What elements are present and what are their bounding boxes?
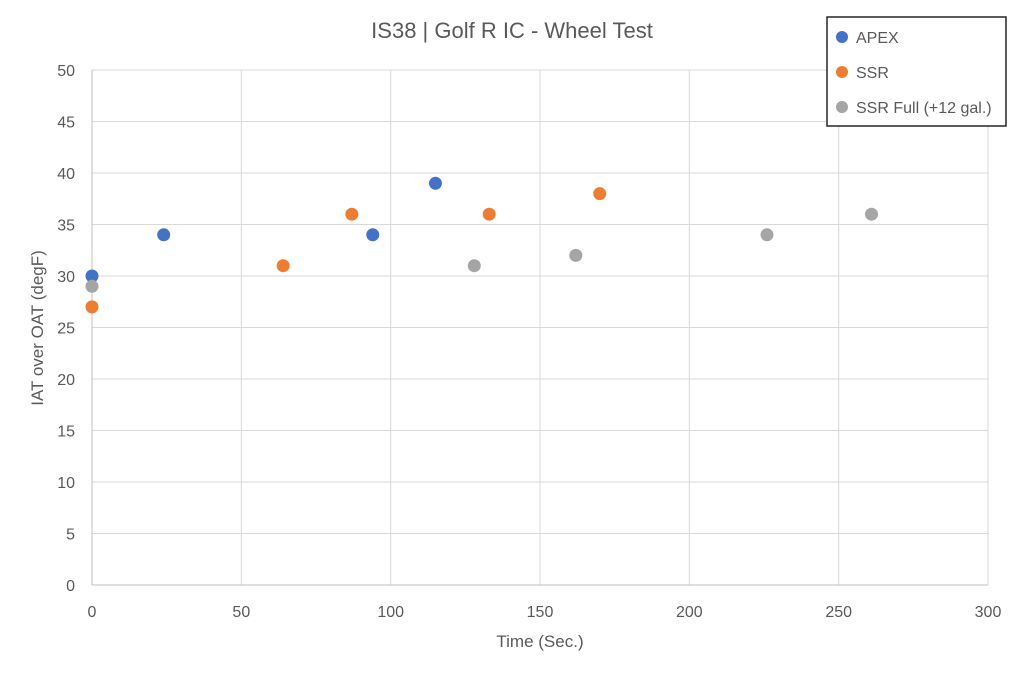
x-tick-label: 150 — [527, 604, 554, 621]
data-point-ssr-full-12-gal — [569, 248, 583, 262]
y-tick-label: 45 — [57, 115, 75, 132]
gridlines — [92, 69, 989, 585]
y-tick-label: 35 — [57, 218, 75, 235]
y-tick-label: 0 — [66, 578, 75, 595]
data-point-ssr — [85, 300, 99, 314]
data-point-apex — [85, 269, 99, 283]
legend-label: SSR Full (+12 gal.) — [856, 100, 992, 117]
data-point-ssr — [593, 187, 607, 201]
legend-box — [826, 16, 1007, 127]
y-tick-label: 25 — [57, 321, 75, 338]
chart-title: IS38 | Golf R IC - Wheel Test — [371, 18, 653, 43]
data-point-apex — [428, 176, 442, 190]
x-tick-label: 300 — [975, 604, 1002, 621]
data-point-ssr-full-12-gal — [865, 207, 879, 221]
tick-labels: 0 5 10 15 20 25 30 35 40 45 50 0 50 100 150 200 250 300 — [57, 63, 1001, 621]
data-point-ssr-full-12-gal — [760, 228, 774, 242]
x-tick-label: 200 — [676, 604, 703, 621]
x-tick-label: 0 — [88, 604, 97, 621]
legend-marker — [836, 66, 848, 78]
axes — [91, 70, 988, 586]
y-tick-label: 20 — [57, 372, 75, 389]
data-point-ssr — [276, 259, 290, 273]
data-point-ssr — [482, 207, 496, 221]
data-point-apex — [157, 228, 171, 242]
data-point-ssr — [345, 207, 359, 221]
data-point-apex — [366, 228, 380, 242]
y-tick-label: 15 — [57, 424, 75, 441]
data-points — [85, 176, 879, 314]
legend: APEX SSR SSR Full (+12 gal.) — [826, 16, 1007, 127]
x-axis-title: Time (Sec.) — [496, 632, 583, 651]
y-tick-label: 50 — [57, 63, 75, 80]
data-point-ssr-full-12-gal — [467, 259, 481, 273]
data-point-ssr-full-12-gal — [85, 279, 99, 293]
y-axis-title: IAT over OAT (degF) — [28, 250, 47, 406]
x-tick-label: 250 — [825, 604, 852, 621]
x-tick-label: 100 — [377, 604, 404, 621]
x-tick-label: 50 — [232, 604, 250, 621]
y-tick-label: 30 — [57, 269, 75, 286]
y-tick-label: 40 — [57, 166, 75, 183]
legend-marker — [836, 31, 848, 43]
legend-marker — [836, 101, 848, 113]
legend-label: APEX — [856, 30, 899, 47]
y-tick-label: 10 — [57, 475, 75, 492]
y-tick-label: 5 — [66, 527, 75, 544]
legend-label: SSR — [856, 65, 889, 82]
